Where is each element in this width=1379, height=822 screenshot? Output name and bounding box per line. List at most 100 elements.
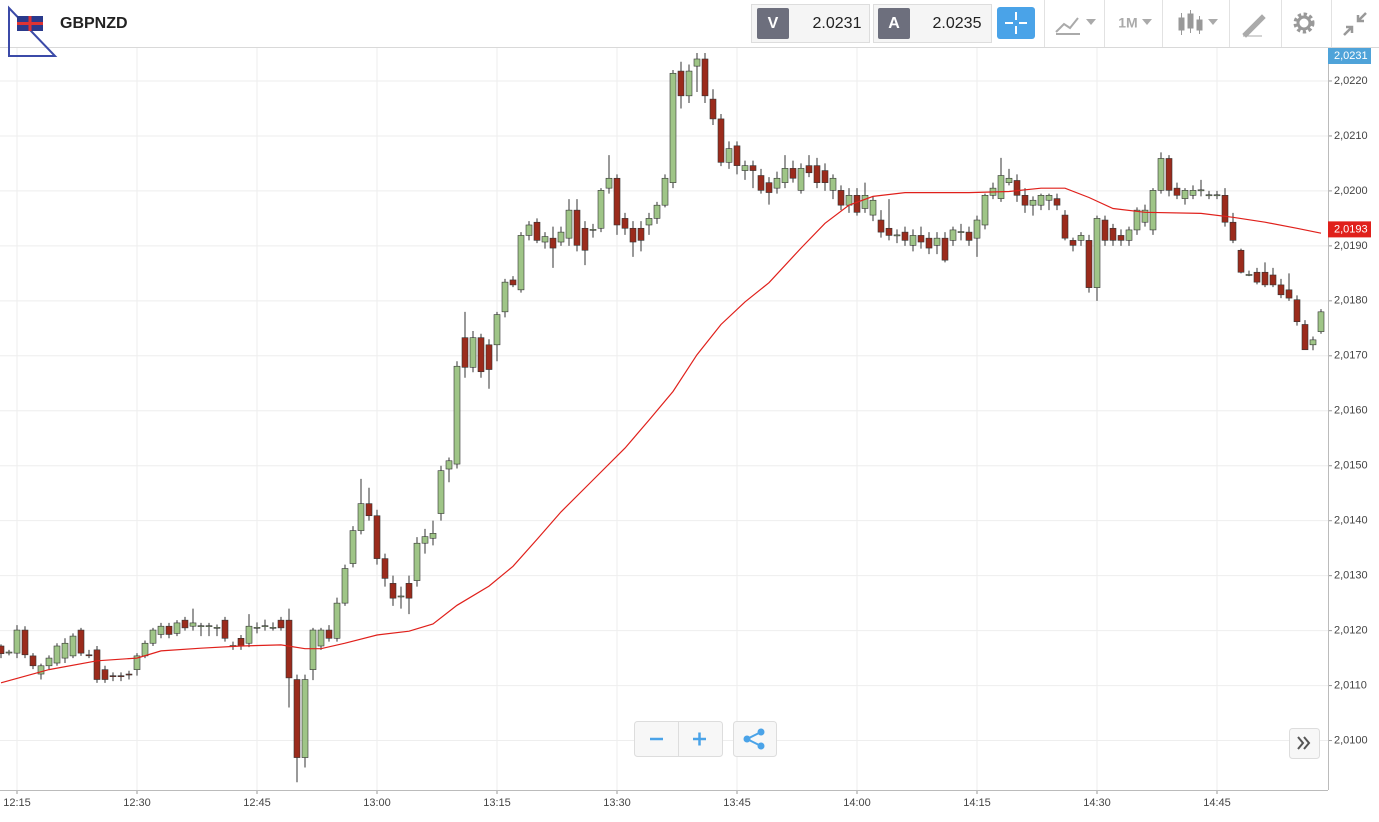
- candle-body: [1101, 219, 1109, 241]
- candle-body: [365, 503, 373, 517]
- candle-body: [1205, 194, 1213, 197]
- candle-body: [1197, 189, 1205, 192]
- candle-body: [93, 649, 101, 680]
- x-tick-label: 14:00: [843, 797, 871, 809]
- candle-body: [117, 675, 125, 677]
- candle-body: [61, 642, 69, 659]
- settings-icon-ring: [1296, 15, 1312, 31]
- plot: 2,0100 2,0110 2,0120 2,0130 2,0140 2,0150 2,01…: [0, 48, 1371, 809]
- candle-body: [1157, 158, 1165, 191]
- candle-body: [501, 281, 509, 313]
- scroll-end-button[interactable]: [1289, 728, 1320, 759]
- candle-body: [405, 583, 413, 599]
- candle-body: [1149, 190, 1157, 231]
- candle-body: [1301, 324, 1309, 351]
- candle-body: [261, 625, 269, 627]
- candle-body: [253, 627, 261, 629]
- share-button[interactable]: [733, 721, 777, 757]
- x-tick-label: 14:30: [1083, 797, 1111, 809]
- candle-body: [277, 619, 285, 629]
- candle-body: [741, 165, 749, 171]
- candles-icon[interactable]: [1178, 10, 1203, 35]
- ma-value-tag: [1328, 221, 1371, 238]
- timeframe[interactable]: 1M: [1118, 15, 1137, 31]
- candle-body: [901, 231, 909, 241]
- candle-body: [109, 675, 117, 677]
- settings-icon[interactable]: [1293, 12, 1315, 34]
- bid-tag: [757, 8, 789, 39]
- collapse-icon[interactable]: [1343, 12, 1367, 36]
- candle-body: [821, 170, 829, 183]
- candle-body: [541, 236, 549, 243]
- candle-body: [517, 235, 525, 291]
- candle-body: [1109, 227, 1117, 241]
- candle-body: [1021, 195, 1029, 206]
- candle-body: [621, 218, 629, 229]
- y-tick-label: 2,0130: [1334, 570, 1368, 582]
- share-icon: [743, 728, 765, 750]
- y-tick-label: 2,0160: [1334, 405, 1368, 417]
- y-tick-label: 2,0100: [1334, 734, 1368, 746]
- candle-body: [797, 168, 805, 191]
- candle-body: [653, 204, 661, 219]
- candle-body: [885, 227, 893, 236]
- candle-body: [581, 227, 589, 251]
- candle-body: [85, 654, 93, 657]
- candle-body: [605, 177, 613, 189]
- candle-body: [1165, 158, 1173, 191]
- candle-body: [949, 229, 957, 241]
- candle-body: [205, 625, 213, 627]
- candle-body: [133, 655, 141, 670]
- candle-body: [925, 237, 933, 249]
- candle-body: [221, 619, 229, 639]
- symbol: GBPNZD: [60, 15, 128, 32]
- candle-body: [493, 314, 501, 346]
- candle-body: [1013, 180, 1021, 196]
- candle-body: [565, 209, 573, 239]
- candle-body: [637, 227, 645, 241]
- candle-body: [709, 98, 717, 120]
- candle-body: [813, 165, 821, 183]
- candle-body: [1053, 198, 1061, 206]
- candle-body: [909, 235, 917, 246]
- candle-body: [293, 679, 301, 758]
- candle-body: [77, 629, 85, 654]
- crosshair-button[interactable]: [997, 7, 1035, 39]
- candle-body: [477, 337, 485, 373]
- scroll-end-icon: [1297, 736, 1311, 750]
- y-tick-label: 2,0210: [1334, 130, 1368, 142]
- candle-body: [573, 209, 581, 246]
- candle-body: [1245, 274, 1253, 276]
- ask-value: 2.0235: [933, 15, 982, 32]
- candle-body: [773, 177, 781, 189]
- candle-body: [725, 148, 733, 163]
- candle-body: [469, 337, 477, 368]
- candle-body: [309, 629, 317, 670]
- candle-body: [1293, 299, 1301, 323]
- candle-body: [997, 175, 1005, 199]
- candle-body: [1213, 194, 1221, 197]
- bid-value: 2.0231: [813, 15, 862, 32]
- candle-body: [645, 218, 653, 226]
- candle-body: [421, 536, 429, 544]
- candle-body: [701, 58, 709, 97]
- candle-body: [1221, 195, 1229, 223]
- candle-body: [717, 118, 725, 163]
- y-tick-label: 2,0120: [1334, 625, 1368, 637]
- candle-body: [1229, 221, 1237, 241]
- candle-body: [1277, 284, 1285, 296]
- draw-icon[interactable]: [1242, 14, 1266, 38]
- candle-body: [0, 645, 5, 654]
- candle-body: [965, 231, 973, 241]
- candle-body: [429, 533, 437, 539]
- x-tick-label: 13:00: [363, 797, 391, 809]
- zoom-in[interactable]: [693, 732, 706, 746]
- candle-body: [805, 165, 813, 174]
- candle-body: [389, 583, 397, 599]
- x-tick-label: 13:45: [723, 797, 751, 809]
- candle-body: [1085, 240, 1093, 288]
- candle-body: [1173, 187, 1181, 196]
- chart-type-icon[interactable]: [1055, 17, 1080, 35]
- candle-body: [21, 629, 29, 656]
